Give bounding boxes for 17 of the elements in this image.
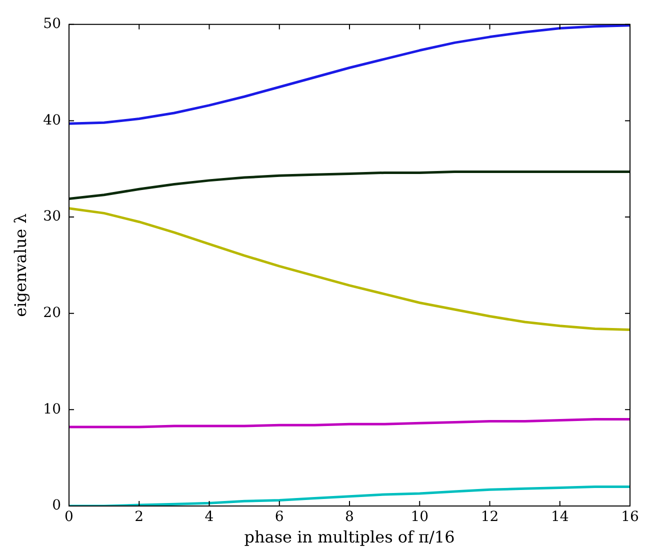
- x-tick-label: 10: [410, 509, 429, 526]
- x-axis-title: phase in multiples of π/16: [244, 528, 455, 547]
- x-tick-label: 4: [204, 509, 214, 526]
- y-tick-label: 10: [43, 401, 62, 418]
- x-tick-label: 8: [345, 509, 354, 526]
- x-tick-label: 14: [550, 509, 569, 526]
- y-tick-label: 50: [43, 16, 62, 32]
- y-tick-label: 20: [43, 305, 62, 321]
- x-tick-label: 2: [134, 509, 144, 526]
- x-tick-label: 12: [480, 509, 499, 526]
- x-tick-label: 16: [621, 509, 639, 526]
- y-tick-label: 0: [52, 498, 62, 514]
- y-axis-title: eigenvalue λ: [10, 214, 30, 317]
- y-tick-label: 30: [43, 208, 62, 225]
- x-tick-label: 6: [274, 509, 284, 526]
- x-tick-label: 0: [64, 509, 74, 526]
- y-tick-label: 40: [43, 112, 62, 128]
